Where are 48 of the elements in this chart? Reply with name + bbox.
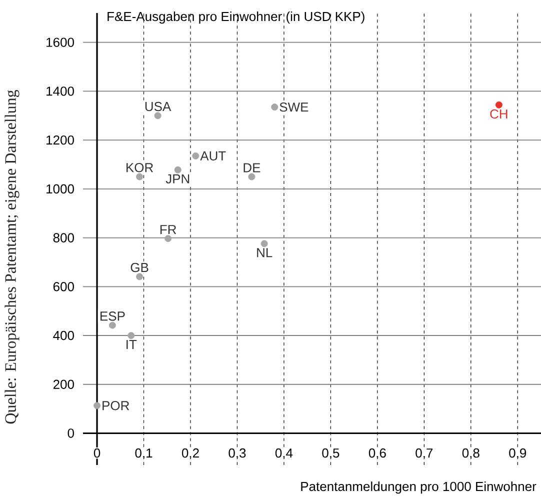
annotation: GB bbox=[130, 262, 148, 272]
annotation: AUT bbox=[200, 151, 226, 160]
y-tick-label: 1400 bbox=[46, 86, 74, 96]
point bbox=[248, 173, 256, 180]
annotation: NL bbox=[257, 248, 272, 258]
y-tick-label: 400 bbox=[53, 330, 74, 340]
source-note: Quelle: Europäisches Patentamt; eigene Darstellung bbox=[4, 90, 20, 424]
y-tick-label: 1600 bbox=[46, 38, 74, 47]
annotation: POR bbox=[102, 401, 130, 410]
point bbox=[164, 235, 172, 242]
y-tick-label: 600 bbox=[53, 282, 74, 292]
annotation: CH bbox=[490, 109, 508, 119]
y-tick-label: 1200 bbox=[46, 135, 74, 145]
x-tick-label: 0,2 bbox=[182, 448, 199, 460]
x-tick-label: 0,5 bbox=[322, 448, 340, 460]
annotation: KOR bbox=[126, 162, 154, 172]
annotation: DE bbox=[244, 163, 260, 172]
point bbox=[192, 152, 200, 160]
x-tick-label: 0,4 bbox=[275, 448, 293, 460]
point bbox=[495, 101, 502, 108]
x-tick-label: 0,7 bbox=[416, 448, 433, 460]
x-tick-label: 0 bbox=[94, 448, 100, 458]
annotation: FR bbox=[160, 225, 176, 234]
x-tick-label: 0,8 bbox=[462, 448, 480, 460]
point bbox=[174, 166, 182, 174]
annotation: SWE bbox=[280, 102, 308, 112]
y-tick-label: 800 bbox=[53, 233, 74, 242]
point bbox=[136, 173, 144, 180]
annotation: IT bbox=[126, 340, 137, 349]
point bbox=[136, 273, 144, 280]
point bbox=[154, 112, 162, 120]
point bbox=[271, 104, 278, 111]
annotation: USA bbox=[145, 102, 172, 112]
point bbox=[260, 240, 268, 248]
y-tick-label: 200 bbox=[53, 380, 74, 389]
x-tick-label: 0,9 bbox=[509, 448, 526, 460]
annotation: ESP bbox=[100, 312, 125, 321]
y-axis-title: F&E-Ausgaben pro Einwohner (in USD KKP) bbox=[108, 12, 364, 24]
x-axis-title: Patentanmeldungen pro 1000 Einwohner bbox=[301, 482, 536, 494]
point bbox=[128, 332, 135, 340]
y-tick-label: 1000 bbox=[46, 184, 74, 194]
x-tick-label: 0,1 bbox=[135, 448, 152, 460]
x-tick-label: 0,6 bbox=[368, 448, 386, 460]
point bbox=[94, 402, 101, 410]
point bbox=[108, 322, 116, 329]
y-tick-label: 0 bbox=[68, 428, 74, 438]
x-tick-label: 0,3 bbox=[228, 448, 246, 460]
annotation: JPN bbox=[166, 174, 190, 184]
